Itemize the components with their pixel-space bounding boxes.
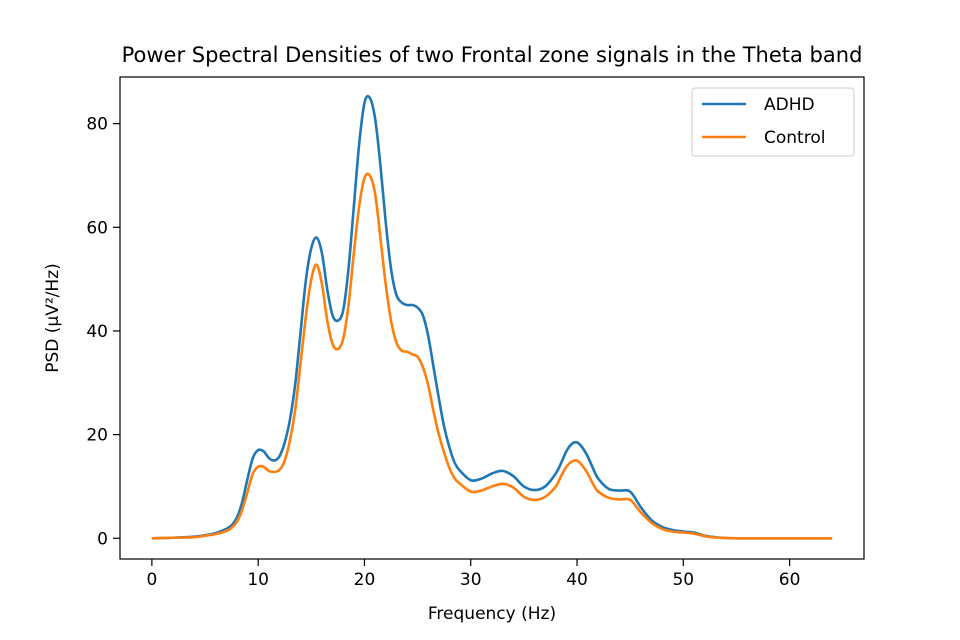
x-tick-label: 0	[146, 570, 157, 590]
series-line-adhd	[151, 94, 833, 540]
legend: ADHD Control	[691, 87, 855, 157]
chart-title: Power Spectral Densities of two Frontal …	[122, 43, 863, 67]
y-tick-label: 40	[86, 322, 108, 342]
plot-frame	[119, 76, 865, 560]
y-tick-label: 0	[97, 529, 108, 549]
series-lines	[151, 94, 833, 540]
y-tick-label: 80	[86, 115, 108, 135]
x-tick-label: 50	[672, 570, 694, 590]
x-axis-label: Frequency (Hz)	[428, 604, 556, 624]
x-tick-label: 40	[566, 570, 588, 590]
x-tick-label: 60	[779, 570, 801, 590]
series-line-control	[151, 172, 833, 540]
axis-ticks: 0 10 20 30 40 50 60 0 20 40 60 80	[86, 115, 800, 590]
y-tick-label: 20	[86, 426, 108, 446]
x-tick-label: 30	[460, 570, 482, 590]
x-tick-label: 10	[247, 570, 269, 590]
y-tick-label: 60	[86, 218, 108, 238]
legend-label-control: Control	[764, 128, 825, 148]
legend-label-adhd: ADHD	[764, 95, 815, 115]
x-tick-label: 20	[354, 570, 376, 590]
y-axis-label: PSD (µV²/Hz)	[43, 263, 63, 373]
